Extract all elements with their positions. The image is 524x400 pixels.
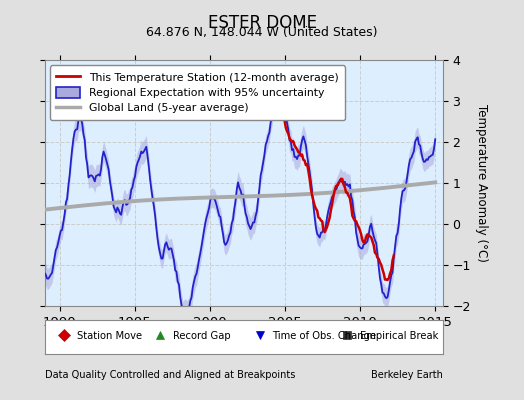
Legend: This Temperature Station (12-month average), Regional Expectation with 95% uncer: This Temperature Station (12-month avera… (50, 66, 345, 120)
Y-axis label: Temperature Anomaly (°C): Temperature Anomaly (°C) (475, 104, 487, 262)
Text: Empirical Break: Empirical Break (360, 331, 438, 341)
Text: 64.876 N, 148.044 W (United States): 64.876 N, 148.044 W (United States) (146, 26, 378, 39)
Text: Station Move: Station Move (77, 331, 143, 341)
Text: ESTER DOME: ESTER DOME (208, 14, 316, 32)
Text: Data Quality Controlled and Aligned at Breakpoints: Data Quality Controlled and Aligned at B… (45, 370, 295, 380)
Text: Berkeley Earth: Berkeley Earth (371, 370, 443, 380)
Text: Record Gap: Record Gap (173, 331, 231, 341)
Text: Time of Obs. Change: Time of Obs. Change (272, 331, 376, 341)
